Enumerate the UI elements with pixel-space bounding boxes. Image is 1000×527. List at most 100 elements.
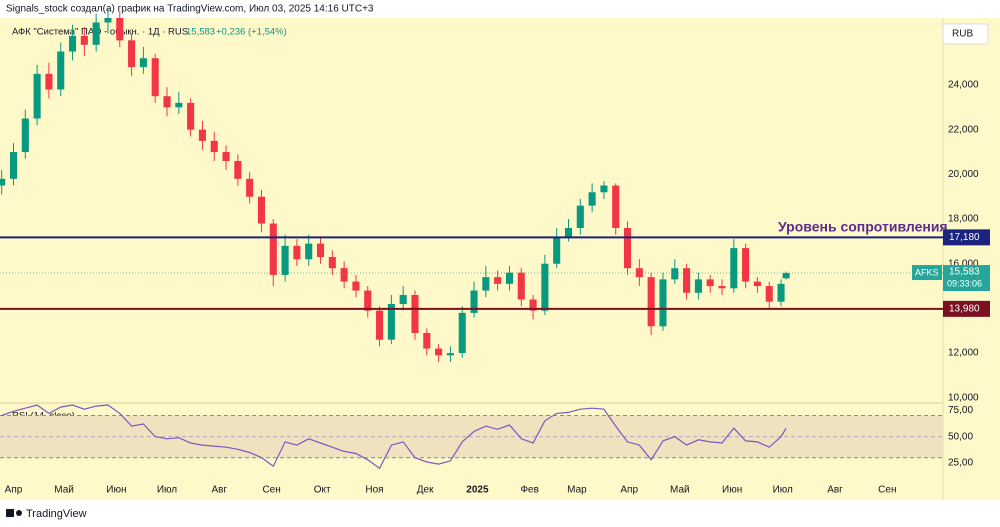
candle-body (128, 40, 136, 68)
rsi-tick-label: 75,00 (948, 405, 973, 416)
candle-body (139, 58, 147, 68)
candle-body (234, 160, 242, 179)
candle-body (293, 245, 301, 260)
candle-body (529, 299, 537, 311)
candle-body (671, 268, 679, 280)
annotation: Уровень сопротивления (778, 219, 948, 235)
candle-body (305, 243, 313, 260)
candle-body (435, 348, 443, 356)
level-tag (943, 300, 990, 317)
candle-body (257, 196, 266, 224)
candle-body (399, 295, 407, 304)
y-tick-label: 18,000 (948, 214, 979, 225)
candle-body (21, 118, 29, 153)
candle-body (210, 140, 218, 153)
candle-body (765, 286, 773, 302)
candle-body (564, 227, 573, 237)
candle-body (517, 272, 525, 300)
x-tick-label: Апр (5, 485, 23, 496)
x-tick-label: Фев (520, 485, 538, 496)
y-tick-label: 12,000 (948, 348, 979, 359)
candle-body (68, 35, 77, 52)
candle-body (80, 35, 88, 45)
candle-body (92, 22, 100, 45)
candle-body (446, 353, 454, 356)
candle-body (222, 152, 230, 161)
candle-body (647, 277, 655, 327)
x-tick-label: Май (54, 485, 74, 496)
level-tag-label: 13,980 (949, 303, 980, 314)
legend-last: 15,583 (186, 27, 215, 38)
candle-body (0, 178, 6, 186)
candle-body (104, 18, 112, 23)
candle-body (151, 58, 159, 97)
rsi-tick-label: 50,00 (948, 431, 973, 442)
ticker-tag (912, 265, 942, 281)
candle-body (281, 245, 289, 275)
candle-body (753, 281, 761, 287)
candle-body (694, 279, 702, 293)
candle-body (635, 268, 643, 278)
x-tick-label: Мар (567, 485, 587, 496)
logo (6, 509, 22, 517)
x-tick-label: Июн (106, 485, 126, 496)
rsi-line (1, 404, 787, 470)
candle-body (269, 223, 277, 275)
x-tick-label: Дек (417, 485, 434, 496)
rsi-tick-label: 25,00 (948, 458, 973, 469)
x-tick-label: Окт (314, 485, 331, 496)
x-tick-label: Июл (773, 485, 793, 496)
candle-body (316, 243, 325, 258)
candle-body (505, 272, 513, 284)
candle-body (364, 290, 372, 311)
y-tick-label: 24,000 (948, 80, 979, 91)
candle-body (683, 268, 691, 293)
candle-body (612, 185, 620, 228)
x-tick-label: Июн (722, 485, 742, 496)
candle-body (45, 73, 53, 90)
candle-body (387, 303, 395, 340)
candle-body (328, 257, 336, 269)
candle-body (482, 277, 490, 291)
x-tick-label: Сен (878, 485, 896, 496)
candle-body (187, 102, 195, 130)
candle-body (198, 129, 206, 141)
candle-body (9, 152, 18, 179)
candle-body (718, 286, 726, 289)
x-tick-label: Авг (827, 485, 843, 496)
candle-body (470, 290, 478, 313)
candle-body (553, 236, 561, 264)
candle-body (742, 248, 750, 282)
price-tag (943, 265, 990, 292)
footer: TradingView (26, 508, 87, 520)
candle-body (411, 295, 419, 333)
candle-body (782, 273, 790, 279)
candle-body (458, 312, 466, 354)
candle-body (494, 277, 502, 284)
x-tick-label: Апр (620, 485, 638, 496)
y-tick-label: 16,000 (948, 258, 979, 269)
candle-body (659, 279, 667, 327)
currency: RUB (952, 29, 973, 40)
candle-body (246, 178, 254, 197)
price-tag-label: 15,583 (949, 267, 980, 278)
candle-body (423, 332, 431, 349)
currency-box (942, 23, 989, 45)
x-tick-label: 2025 (466, 485, 489, 496)
x-tick-label: Авг (211, 485, 227, 496)
y-tick-label: 22,000 (948, 124, 979, 135)
legend-change: +0,236 (+1,54%) (216, 27, 287, 38)
level-tag-label: 17,180 (949, 232, 980, 243)
candle-body (376, 310, 384, 340)
candle-body (33, 73, 41, 119)
x-tick-label: Ноя (365, 485, 383, 496)
level-tag (943, 229, 990, 246)
x-tick-label: Сен (262, 485, 280, 496)
candle-body (706, 279, 714, 287)
ticker: AFKS (915, 267, 939, 277)
candle-body (777, 283, 785, 302)
candle-body (163, 96, 171, 108)
header: Signals_stock создал(а) график на Tradin… (6, 3, 374, 15)
candle-body (352, 281, 360, 291)
